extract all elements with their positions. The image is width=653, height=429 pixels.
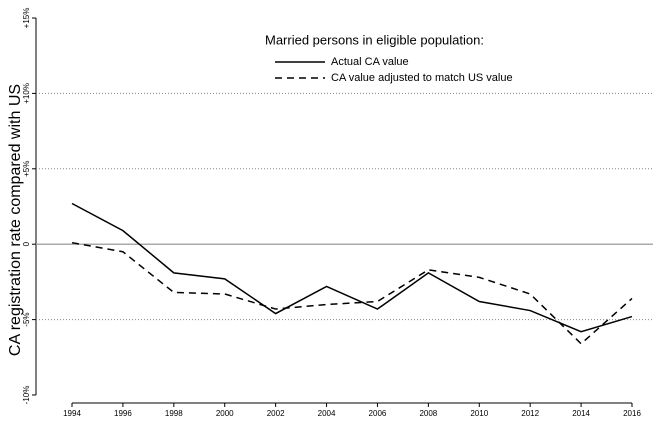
y-tick-label: -10% — [22, 386, 31, 405]
x-tick-label: 1994 — [63, 409, 81, 418]
x-tick-label: 2004 — [318, 409, 336, 418]
legend-title: Married persons in eligible population: — [265, 32, 484, 47]
y-tick-label: -5% — [22, 312, 31, 326]
y-tick-label: 0 — [22, 241, 31, 246]
x-tick-label: 2010 — [470, 409, 488, 418]
x-tick-label: 2000 — [216, 409, 234, 418]
y-axis-label: CA registration rate compared with US — [7, 84, 24, 356]
y-tick-label: +15% — [22, 8, 31, 29]
legend-label: CA value adjusted to match US value — [331, 72, 513, 84]
x-tick-label: 2014 — [572, 409, 590, 418]
x-tick-label: 2016 — [623, 409, 641, 418]
x-tick-label: 2008 — [419, 409, 437, 418]
series-line — [71, 202, 633, 333]
y-tick-label: +10% — [22, 83, 31, 104]
x-tick-label: 1998 — [165, 409, 183, 418]
legend-label: Actual CA value — [331, 56, 409, 68]
x-tick-label: 1996 — [114, 409, 132, 418]
x-tick-label: 2012 — [521, 409, 539, 418]
x-tick-label: 2002 — [267, 409, 285, 418]
y-tick-label: +5% — [22, 161, 31, 177]
x-tick-label: 2006 — [369, 409, 387, 418]
